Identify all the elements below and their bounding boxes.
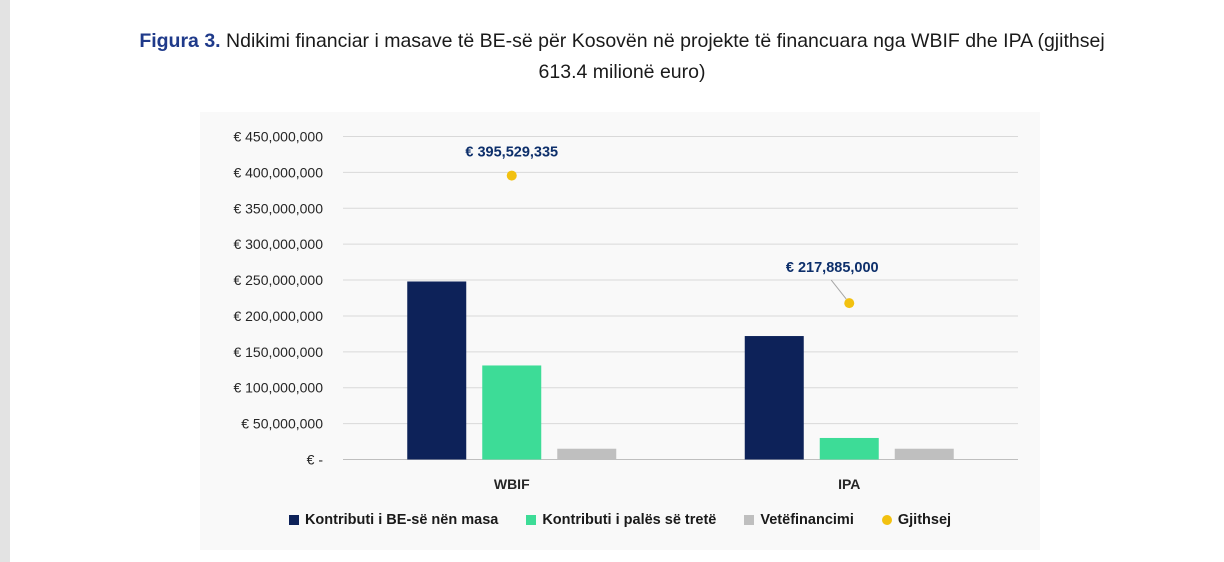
bar bbox=[407, 281, 467, 460]
bar bbox=[482, 365, 542, 460]
bar bbox=[894, 448, 954, 460]
legend-item: Kontributi i BE-së nën masa bbox=[288, 512, 499, 528]
figure-caption: Figura 3. Ndikimi financiar i masave të … bbox=[130, 26, 1114, 88]
y-tick-label: € 400,000,000 bbox=[233, 164, 323, 180]
x-category-label: IPA bbox=[838, 476, 860, 492]
y-tick-label: € 300,000,000 bbox=[233, 236, 323, 252]
legend-item: Gjithsej bbox=[881, 512, 952, 528]
y-tick-label: € 250,000,000 bbox=[233, 272, 323, 288]
leader-line bbox=[830, 279, 847, 300]
figure-number: Figura 3. bbox=[139, 30, 221, 52]
bar bbox=[557, 448, 617, 460]
y-tick-label: € 100,000,000 bbox=[233, 380, 323, 396]
bar bbox=[744, 336, 804, 460]
y-tick-label: € - bbox=[307, 452, 324, 468]
legend-label: Gjithsej bbox=[897, 512, 952, 528]
legend-item: Vetëfinancimi bbox=[744, 512, 854, 528]
x-category-label: WBIF bbox=[494, 476, 530, 492]
legend-swatch bbox=[526, 515, 537, 525]
left-edge-strip bbox=[0, 0, 10, 562]
y-tick-label: € 50,000,000 bbox=[241, 416, 323, 432]
legend-label: Kontributi i palës së tretë bbox=[542, 512, 717, 528]
y-tick-label: € 200,000,000 bbox=[233, 308, 323, 324]
y-tick-label: € 150,000,000 bbox=[233, 344, 323, 360]
chart-area bbox=[200, 112, 1040, 550]
total-point bbox=[844, 298, 855, 309]
legend-swatch bbox=[881, 515, 892, 525]
legend-label: Kontributi i BE-së nën masa bbox=[304, 512, 499, 528]
data-label: € 395,529,335 bbox=[465, 145, 558, 161]
chart-legend: Kontributi i BE-së nën masa Kontributi i … bbox=[200, 512, 1040, 528]
legend-label: Vetëfinancimi bbox=[760, 512, 854, 528]
y-tick-label: € 350,000,000 bbox=[233, 200, 323, 216]
legend-swatch bbox=[744, 515, 755, 525]
figure-title: Ndikimi financiar i masave të BE-së për … bbox=[220, 30, 1105, 83]
bar bbox=[819, 437, 879, 460]
legend-item: Kontributi i palës së tretë bbox=[526, 512, 716, 528]
y-tick-label: € 450,000,000 bbox=[233, 129, 323, 145]
data-label: € 217,885,000 bbox=[786, 260, 879, 276]
legend-swatch bbox=[288, 515, 299, 525]
total-point bbox=[506, 170, 517, 181]
